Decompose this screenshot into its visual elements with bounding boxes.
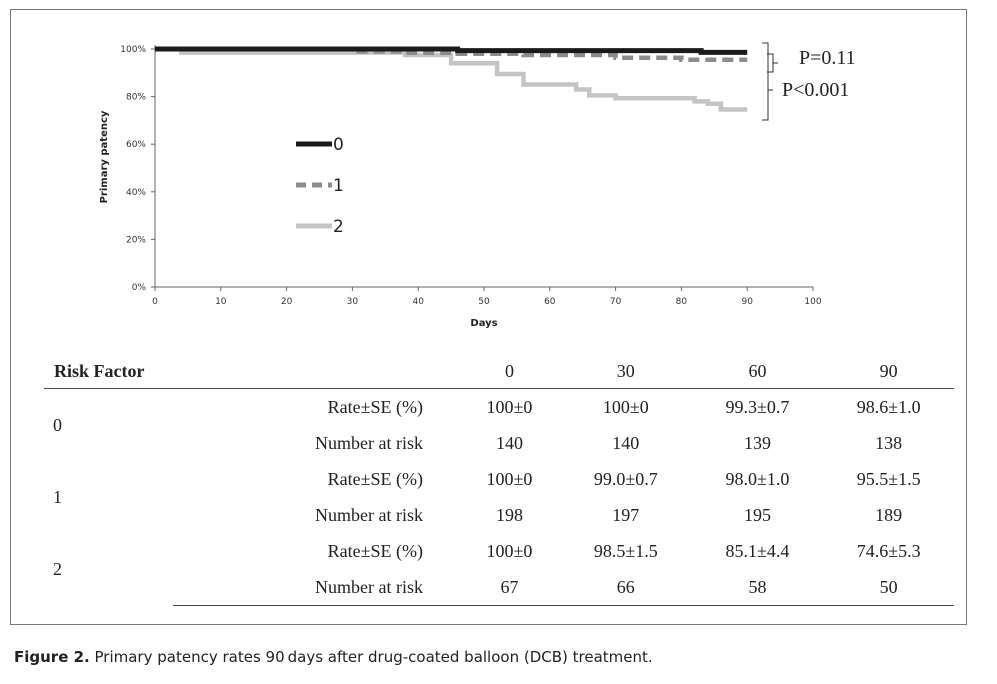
header-risk-factor: Risk Factor [44, 355, 173, 389]
x-tick-label: 40 [412, 297, 424, 307]
table-cell: 85.1±4.4 [725, 540, 790, 561]
table-cell: 100±0 [486, 540, 533, 561]
header-metric [172, 355, 460, 389]
header-day-30: 30 [559, 355, 692, 389]
series-0-line [155, 46, 748, 55]
metric-label: Rate±SE (%) [327, 468, 424, 489]
table-cell: 95.5±1.5 [856, 468, 921, 489]
chart-annotations: P=0.11 P<0.001 [762, 42, 856, 121]
series-2-line [155, 46, 748, 112]
table-cell: 98.5±1.5 [593, 540, 658, 561]
table-row: Number at risk 67 66 58 50 [44, 569, 954, 606]
group-label: 2 [53, 558, 62, 579]
chart-legend: 0 1 2 [296, 135, 344, 237]
legend-label-0: 0 [333, 135, 344, 155]
x-tick-label: 90 [741, 297, 753, 307]
legend-label-1: 1 [333, 176, 344, 196]
table-cell: 67 [459, 569, 560, 606]
table-row: 1 Rate±SE (%) 100±0 99.0±0.7 98.0±1.0 95… [44, 461, 954, 507]
table-cell: 66 [559, 569, 692, 606]
x-tick-label: 100 [804, 297, 821, 307]
group-label: 1 [53, 486, 62, 507]
x-tick-label: 0 [152, 297, 158, 307]
table-cell: 198 [495, 504, 523, 525]
table-cell: 50 [823, 569, 954, 606]
table-cell: 138 [875, 432, 903, 453]
table-row: 0 Rate±SE (%) 100±0 100±0 99.3±0.7 98.6±… [44, 389, 954, 435]
table-cell: 100±0 [602, 396, 649, 417]
table-cell: 74.6±5.3 [856, 540, 921, 561]
table-row: Number at risk 140 140 139 138 [44, 425, 954, 461]
y-tick-label: 0% [132, 283, 147, 293]
patency-chart: 0%20%40%60%80%100%0 10 20 30 40 50 60 70 80 90 100… [99, 42, 856, 329]
figure-caption: Figure 2. Primary patency rates 90 days … [14, 648, 653, 666]
metric-label: Number at risk [172, 569, 460, 606]
table-cell: 99.0±0.7 [593, 468, 658, 489]
table-cell: 140 [495, 432, 523, 453]
table-cell: 195 [743, 504, 771, 525]
table-cell: 140 [612, 432, 640, 453]
table-cell: 58 [691, 569, 824, 606]
header-day-0: 0 [459, 355, 560, 389]
legend-label-2: 2 [333, 217, 344, 237]
table-cell: 197 [612, 504, 640, 525]
table-cell: 100±0 [486, 468, 533, 489]
metric-label: Number at risk [315, 432, 424, 453]
chart-axes: 0%20%40%60%80%100%0 10 20 30 40 50 60 70 80 90 100… [99, 45, 822, 329]
table-cell: 100±0 [486, 396, 533, 417]
table-header-row: Risk Factor 0 30 60 90 [44, 355, 954, 389]
x-tick-label: 70 [610, 297, 622, 307]
y-axis-title: Primary patency [99, 110, 110, 203]
metric-label: Rate±SE (%) [327, 396, 424, 417]
header-day-60: 60 [691, 355, 824, 389]
x-tick-label: 60 [544, 297, 556, 307]
y-tick-label: 80% [126, 93, 146, 103]
p-value-0-vs-2: P<0.001 [782, 79, 849, 101]
table-cell: 98.6±1.0 [856, 396, 921, 417]
metric-label: Rate±SE (%) [327, 540, 424, 561]
p-value-0-vs-1: P=0.11 [799, 47, 856, 69]
table-cell: 98.0±1.0 [725, 468, 790, 489]
figure-frame [10, 9, 967, 625]
group-label: 0 [53, 414, 62, 435]
x-tick-label: 20 [281, 297, 293, 307]
caption-label: Figure 2. [14, 648, 90, 666]
metric-label: Number at risk [315, 504, 424, 525]
caption-text: Primary patency rates 90 days after drug… [94, 648, 653, 666]
y-tick-label: 20% [126, 235, 146, 245]
y-tick-label: 40% [126, 188, 146, 198]
y-tick-label: 100% [120, 45, 146, 55]
x-tick-label: 80 [676, 297, 688, 307]
risk-table: Risk Factor 0 30 60 90 0 Rate±SE (%) 100… [44, 355, 954, 606]
x-tick-label: 10 [215, 297, 227, 307]
table-cell: 99.3±0.7 [725, 396, 790, 417]
y-tick-label: 60% [126, 140, 146, 150]
x-tick-label: 50 [478, 297, 490, 307]
chart-series [155, 46, 748, 112]
header-day-90: 90 [823, 355, 954, 389]
table-row: Number at risk 198 197 195 189 [44, 497, 954, 533]
table-cell: 189 [875, 504, 903, 525]
x-axis-title: Days [470, 318, 497, 329]
bracket-large [762, 42, 769, 121]
x-tick-label: 30 [347, 297, 359, 307]
table-cell: 139 [743, 432, 771, 453]
table-row: 2 Rate±SE (%) 100±0 98.5±1.5 85.1±4.4 74… [44, 533, 954, 579]
